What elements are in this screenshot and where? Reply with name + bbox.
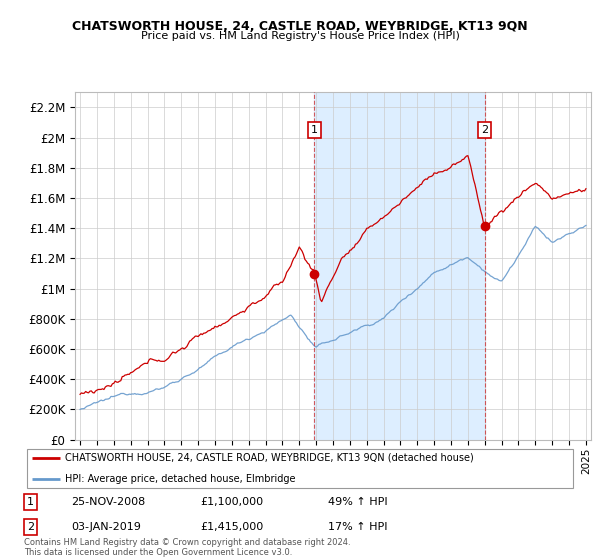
Text: Contains HM Land Registry data © Crown copyright and database right 2024.
This d: Contains HM Land Registry data © Crown c… — [24, 538, 350, 557]
Text: 03-JAN-2019: 03-JAN-2019 — [71, 522, 141, 532]
Text: CHATSWORTH HOUSE, 24, CASTLE ROAD, WEYBRIDGE, KT13 9QN: CHATSWORTH HOUSE, 24, CASTLE ROAD, WEYBR… — [72, 20, 528, 32]
Text: 1: 1 — [311, 125, 318, 135]
Text: 17% ↑ HPI: 17% ↑ HPI — [328, 522, 387, 532]
Text: 2: 2 — [481, 125, 488, 135]
Text: 2: 2 — [27, 522, 34, 532]
Text: HPI: Average price, detached house, Elmbridge: HPI: Average price, detached house, Elmb… — [65, 474, 296, 484]
Text: CHATSWORTH HOUSE, 24, CASTLE ROAD, WEYBRIDGE, KT13 9QN (detached house): CHATSWORTH HOUSE, 24, CASTLE ROAD, WEYBR… — [65, 452, 474, 463]
Bar — [314, 92, 485, 440]
Text: 1: 1 — [27, 497, 34, 507]
Text: £1,415,000: £1,415,000 — [200, 522, 264, 532]
Text: Price paid vs. HM Land Registry's House Price Index (HPI): Price paid vs. HM Land Registry's House … — [140, 31, 460, 41]
Text: 25-NOV-2008: 25-NOV-2008 — [71, 497, 145, 507]
Text: £1,100,000: £1,100,000 — [200, 497, 264, 507]
FancyBboxPatch shape — [27, 449, 573, 488]
Text: 49% ↑ HPI: 49% ↑ HPI — [328, 497, 387, 507]
